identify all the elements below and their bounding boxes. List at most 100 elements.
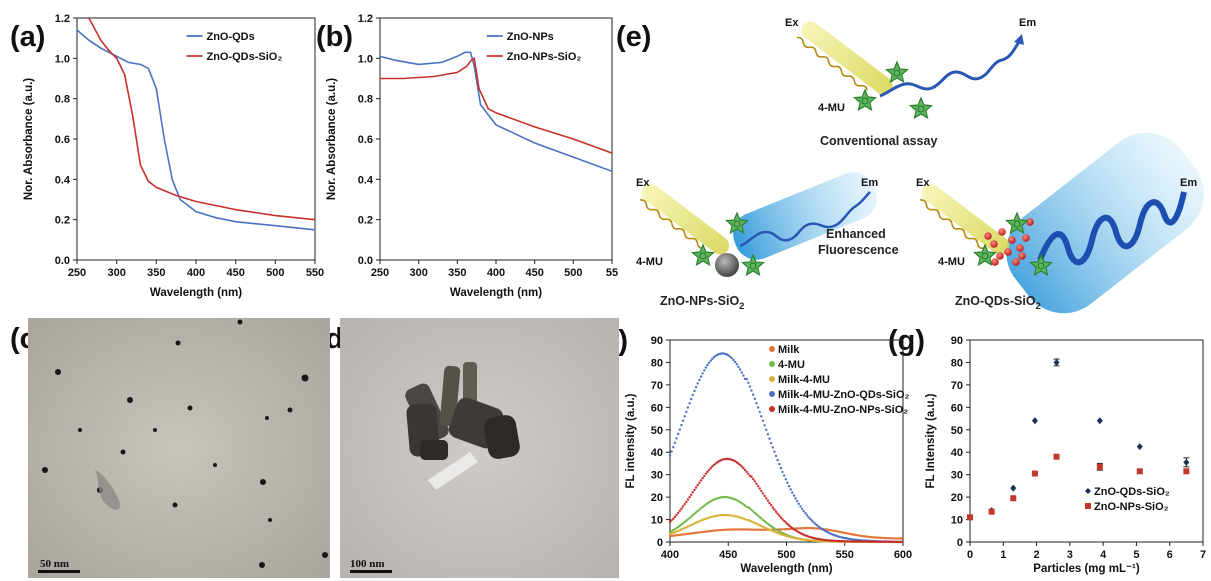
data-point	[675, 526, 678, 530]
series-line-1	[380, 51, 612, 173]
x-tick-label: 250	[68, 267, 86, 279]
data-point	[760, 489, 763, 493]
chart-panel-a: 250 300 350 400 450 500 550 0.0 0.2 0.4 0.6 0.8 1.0 1…	[23, 13, 324, 299]
y-tick-label: 30	[951, 470, 963, 482]
series-line-1	[77, 29, 315, 231]
data-point	[838, 539, 841, 543]
data-point	[802, 527, 805, 530]
data-point	[800, 507, 804, 510]
legend-label: ZnO-NPs	[507, 31, 554, 43]
quantum-dot	[984, 232, 992, 240]
data-point	[854, 540, 858, 543]
y-tick-label: 0.8	[358, 94, 373, 106]
data-point	[685, 500, 688, 504]
data-point	[743, 468, 747, 472]
x-tick-label: 350	[448, 267, 466, 279]
nanoparticle-dots	[42, 319, 328, 568]
panel-label-b: (b)	[316, 21, 353, 53]
data-point	[812, 527, 815, 530]
data-point	[804, 512, 807, 515]
data-point	[688, 516, 691, 520]
y-tick-label: 20	[951, 492, 963, 504]
data-point	[730, 357, 734, 360]
data-point	[988, 508, 995, 515]
series-points-1	[668, 526, 903, 540]
data-point	[672, 517, 675, 520]
data-point	[696, 483, 699, 487]
emission-beam	[733, 172, 877, 260]
data-point	[880, 540, 884, 543]
quantum-dot	[1022, 234, 1030, 242]
data-point	[683, 503, 686, 506]
data-point	[681, 505, 685, 508]
data-point	[747, 381, 750, 384]
data-point	[817, 539, 820, 543]
legend-label: Milk-4-MU-ZnO-QDs-SiO₂	[778, 389, 909, 401]
data-point	[781, 518, 784, 521]
nanoparticle-dot	[78, 428, 82, 432]
nanoparticle-dot	[187, 405, 193, 411]
data-point	[844, 540, 848, 543]
data-point	[774, 510, 778, 513]
x-axis-title: Wavelength (nm)	[450, 287, 542, 299]
y-axis-title: FL Intensity (a.u.)	[925, 393, 937, 488]
data-point	[694, 386, 698, 389]
quantum-dot	[990, 240, 998, 248]
legend-marker	[1085, 488, 1091, 494]
data-point	[1031, 417, 1038, 425]
enhanced-label-line2: Fluorescence	[818, 243, 899, 257]
data-point	[859, 540, 862, 543]
data-point	[797, 502, 800, 506]
legend-label: Milk-4-MU	[778, 374, 830, 386]
data-point	[784, 478, 787, 481]
data-point	[740, 465, 743, 468]
data-point	[885, 540, 889, 543]
data-point	[812, 521, 815, 524]
legend-label: ZnO-QDs-SiO₂	[206, 51, 282, 63]
x-axis-title: Particles (mg mL⁻¹)	[1033, 563, 1140, 575]
x-tick-label: 250	[371, 267, 389, 279]
data-point	[814, 522, 817, 525]
data-point	[693, 488, 696, 492]
data-point	[747, 472, 750, 475]
data-point	[729, 528, 732, 531]
quantum-dot	[1008, 236, 1016, 244]
emission-beam	[1006, 132, 1204, 314]
data-point	[761, 518, 765, 521]
fluorophore-star-icon	[853, 88, 877, 112]
quantum-dot-cluster	[984, 218, 1034, 266]
data-point	[880, 536, 884, 540]
nanoparticle-dot	[237, 319, 243, 325]
excitation-wave	[796, 36, 868, 91]
scale-bar-label-c: 50 nm	[40, 558, 69, 570]
data-point	[709, 359, 712, 362]
data-point	[765, 521, 768, 524]
y-tick-label: 80	[951, 357, 963, 369]
data-point	[742, 374, 745, 377]
data-point	[745, 377, 748, 381]
data-point	[686, 498, 690, 501]
scheme-panel-e: Ex Em 4-MU Conventional assay Ex Em 4-MU…	[636, 17, 1204, 314]
chart-panel-b: 250 300 350 400 450 500 55 0.0 0.2 0.4 0.6 0.8 1.0 1.…	[326, 13, 618, 299]
data-point	[802, 509, 805, 513]
data-point	[750, 389, 753, 392]
chart-panel-f: 400 450 500 550 600 0 10 20 30 40 50 60 70 80 90 Wavele…	[625, 335, 912, 575]
data-point	[712, 356, 716, 359]
scheme-conventional: Ex Em 4-MU Conventional assay	[785, 17, 1036, 148]
data-point	[668, 520, 672, 524]
data-point	[699, 375, 703, 378]
data-point	[738, 528, 742, 531]
emission-wave	[1037, 191, 1187, 265]
legend-marker	[769, 376, 775, 382]
qds-scheme-label: ZnO-QDs-SiO2	[955, 294, 1041, 312]
data-point	[789, 488, 792, 491]
y-tick-label: 20	[651, 492, 663, 504]
nps-scheme-label: ZnO-NPs-SiO2	[660, 294, 744, 312]
y-tick-label: 1.0	[358, 53, 373, 65]
data-point	[680, 423, 683, 427]
data-point	[758, 487, 761, 490]
x-tick-label: 350	[147, 267, 165, 279]
emission-wave	[879, 39, 1022, 98]
data-point	[769, 525, 773, 528]
scale-bar-c	[38, 570, 80, 573]
